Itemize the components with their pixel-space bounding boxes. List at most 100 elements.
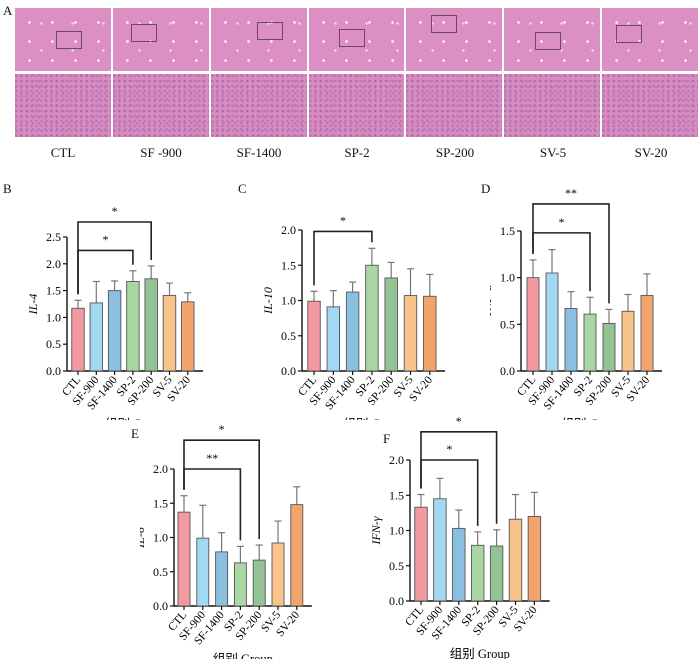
bar-ctl [414,506,428,602]
panel-f-letter: F [383,431,391,446]
bar-sp-200 [252,559,266,607]
significance-bracket [313,230,373,286]
bar-sv-20 [181,301,195,372]
bar-sf-1400 [215,551,229,607]
roi-box [56,31,82,49]
y-axis-label: IFN-γ [370,516,383,545]
group-label-ctl: CTL [50,145,76,160]
significance-label: * [456,415,462,428]
bar-ctl [71,307,85,372]
bar-sp-2 [583,313,597,372]
y-tick-label: 1.0 [46,310,61,324]
bar-sv-5 [403,295,418,372]
bar-sv-5 [621,310,635,372]
histology-image-sp2-high [308,74,405,137]
histology-image-sv20-high [602,74,699,137]
y-tick-label: 1.5 [46,284,61,298]
bar-sv-5 [508,518,523,602]
bar-sf-900 [89,302,104,372]
bar-ctl [526,277,540,372]
significance-bracket [532,232,591,292]
bar-sf-900 [433,498,447,602]
panel-c-letter: C [238,181,247,196]
significance-label: * [559,215,565,229]
bar-ctl [307,300,321,372]
histology-image-sf900-low [112,8,209,71]
chart-il10: 0.00.51.01.52.0IL-10CTLSF-900SF-1400SP-2… [261,213,446,420]
histology-image-sp200-high [406,74,503,137]
y-axis-label: IL-10 [261,287,275,315]
roi-box [130,24,157,42]
y-tick-label: 0.0 [153,599,168,613]
y-tick-label: 0.5 [153,565,168,579]
y-tick-label: 1.0 [500,271,515,285]
panel-a-letter: A [3,3,13,18]
bar-sp-2 [233,562,247,607]
significance-bracket [183,439,260,540]
chart-il4: 0.00.51.01.52.02.5IL-4CTLSF-900SF-1400SP… [26,204,204,420]
significance-bracket [420,430,498,524]
y-tick-label: 1.0 [281,294,296,308]
significance-label: * [102,232,108,246]
chart-il6: 0.00.51.01.52.0IL-6CTLSF-900SF-1400SP-2S… [140,422,312,659]
y-tick-label: 0.5 [281,329,296,343]
significance-bracket [532,203,610,304]
y-tick-label: 1.5 [281,258,296,272]
histology-image-sp200-low [406,8,503,71]
histology-image-sv5-high [504,74,601,137]
bar-sf-900 [196,537,210,607]
bar-sf-900 [326,306,341,372]
roi-box [256,22,283,40]
group-label-sf900: SF -900 [140,145,182,160]
histology-low-mag-row [15,8,699,71]
y-axis-label: IL-4 [26,294,40,316]
significance-label: * [112,204,118,218]
significance-label: ** [565,186,577,200]
bar-sf-1400 [107,290,122,372]
y-tick-label: 0.5 [389,559,404,573]
histology-high-mag-row [15,74,699,137]
significance-bracket [183,468,242,541]
group-label-sp2: SP-2 [344,145,370,160]
y-tick-label: 0.0 [46,364,61,378]
group-label-sp200: SP-200 [435,145,475,160]
y-tick-label: 2.0 [153,462,168,476]
significance-bracket [77,249,134,295]
significance-bracket [420,459,479,526]
y-tick-label: 1.0 [153,531,168,545]
panel-b-letter: B [3,181,12,196]
histology-image-sv20-low [602,8,699,71]
significance-label: ** [206,451,218,465]
histology-image-sv5-low [504,8,601,71]
bar-sp-200 [384,277,398,372]
bar-sf-1400 [564,308,578,372]
y-tick-label: 0.0 [281,364,296,378]
significance-label: * [340,213,346,227]
bar-sp-2 [126,281,140,372]
bar-sv-20 [423,295,437,372]
y-tick-label: 0.0 [389,594,404,608]
x-axis-label: 组别 Group [450,647,510,659]
y-axis-label: TNF-α [490,284,494,317]
bar-sp-2 [470,544,485,602]
y-tick-label: 0.5 [500,317,515,331]
y-tick-label: 2.0 [389,453,404,467]
bar-sv-5 [271,542,285,607]
y-tick-label: 1.5 [389,488,404,502]
bar-sp-200 [602,322,616,372]
bar-sf-1400 [452,527,466,602]
histology-image-sf1400-low [210,8,307,71]
bar-sp-2 [365,264,379,372]
bar-sv-20 [290,504,304,607]
bar-sv-5 [162,294,177,372]
chart-tnf-alpha: 0.00.51.01.5TNF-αCTLSF-900SF-1400SP-2SP-… [490,186,662,420]
significance-label: * [446,442,452,456]
histology-image-sp2-low [308,8,405,71]
bar-sf-900 [545,272,559,372]
y-tick-label: 1.5 [500,224,515,238]
histology-image-sf1400-high [210,74,307,137]
group-label-sf1400: SF-1400 [236,145,282,160]
x-axis-label: 组别 Group [105,417,165,420]
bar-sv-20 [640,294,654,372]
y-tick-label: 2.5 [46,230,61,244]
